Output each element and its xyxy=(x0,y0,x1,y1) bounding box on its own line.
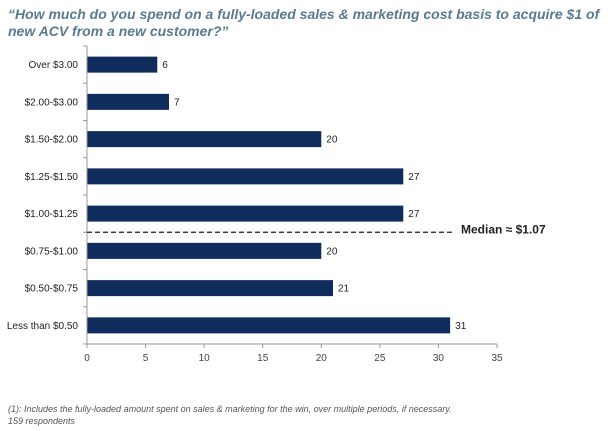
x-tick-label: 25 xyxy=(374,353,386,364)
category-label: $0.75-$1.00 xyxy=(25,246,79,257)
category-label: $1.00-$1.25 xyxy=(25,209,79,220)
x-tick-label: 0 xyxy=(84,353,90,364)
value-label: 27 xyxy=(408,172,420,183)
x-tick-label: 30 xyxy=(433,353,445,364)
median-label: Median ≈ $1.07 xyxy=(461,222,546,236)
category-label: Less than $0.50 xyxy=(7,321,79,332)
bar xyxy=(87,93,169,110)
category-label: $1.50-$2.00 xyxy=(25,135,79,146)
x-tick-label: 20 xyxy=(316,353,328,364)
bar xyxy=(87,205,404,222)
bars-layer: Over $3.00 6 $2.00-$3.00 7 $1.50-$2.00 20 $1.2… xyxy=(7,45,546,364)
category-label: Over $3.00 xyxy=(29,60,79,71)
bar xyxy=(87,131,322,148)
bar xyxy=(87,242,322,259)
footnote-respondents: 159 respondents xyxy=(8,416,76,426)
chart-title: “How much do you spend on a fully-loaded… xyxy=(8,6,600,39)
value-label: 20 xyxy=(326,246,338,257)
x-tick-label: 10 xyxy=(199,353,211,364)
x-tick-label: 5 xyxy=(143,353,149,364)
value-label: 20 xyxy=(326,135,338,146)
value-label: 21 xyxy=(338,284,350,295)
bar xyxy=(87,280,333,297)
category-label: $1.25-$1.50 xyxy=(25,172,79,183)
value-label: 7 xyxy=(174,97,180,108)
bar xyxy=(87,317,451,334)
bar xyxy=(87,168,404,185)
category-label: $0.50-$0.75 xyxy=(25,284,79,295)
footnote: (1): Includes the fully-loaded amount sp… xyxy=(8,403,606,427)
category-label: $2.00-$3.00 xyxy=(25,97,79,108)
value-label: 27 xyxy=(408,209,420,220)
x-tick-label: 15 xyxy=(257,353,269,364)
bar-chart: Over $3.00 6 $2.00-$3.00 7 $1.50-$2.00 20 $1.2… xyxy=(7,45,546,364)
footnote-line-1: (1): Includes the fully-loaded amount sp… xyxy=(8,404,452,414)
x-tick-label: 35 xyxy=(491,353,503,364)
value-label: 31 xyxy=(455,321,467,332)
value-label: 6 xyxy=(162,60,168,71)
bar xyxy=(87,56,158,73)
